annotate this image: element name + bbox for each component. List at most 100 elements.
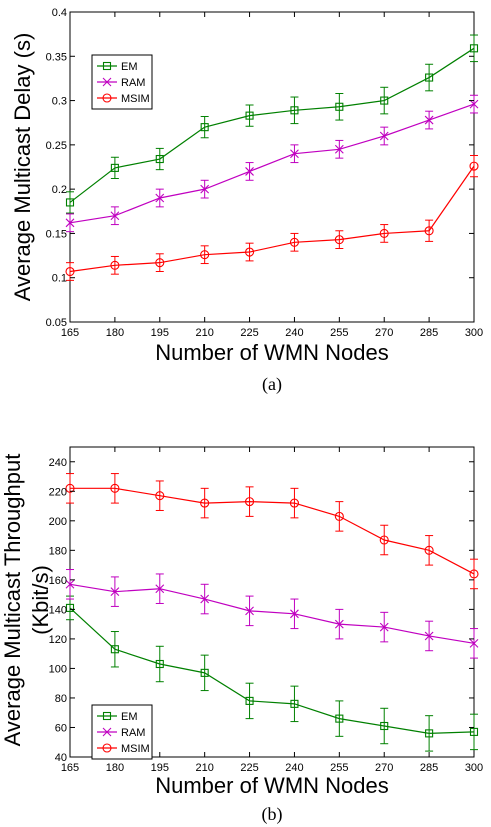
point-a-msim-7 [379, 228, 389, 238]
point-a-em-3 [200, 123, 209, 132]
x-tick-label-a-4: 225 [240, 327, 258, 339]
legend-entry-a-ram: RAM [97, 77, 145, 89]
point-b-ram-0-stroke2 [65, 579, 75, 589]
point-b-msim-1 [110, 483, 120, 493]
point-b-ram-6 [334, 619, 344, 629]
y-tick-label-b-2: 80 [55, 693, 67, 705]
series-line-a-em [69, 47, 475, 203]
point-b-ram-2-stroke2 [155, 584, 165, 594]
error-bar-b-msim-6 [335, 501, 344, 532]
error-bar-b-em-0 [66, 595, 74, 621]
error-bar-b-msim-4 [245, 486, 254, 517]
x-tick-label-a-2: 195 [151, 327, 169, 339]
point-a-ram-8-stroke2 [424, 115, 434, 125]
y-tick-label-b-1: 60 [55, 722, 67, 734]
legend-entry-a-em: EM [97, 61, 138, 73]
x-ticks-a: 165 180 195 210 225 240 255 270 285 300 [61, 12, 483, 339]
point-b-ram-1 [110, 587, 120, 597]
point-b-em-1 [110, 645, 119, 654]
error-bar-a-em-4 [245, 104, 254, 127]
point-a-em-0 [65, 198, 75, 207]
point-b-msim-7 [379, 535, 389, 545]
x-tick-label-b-9: 300 [465, 762, 483, 774]
legend-marker [102, 61, 112, 71]
legend-marker [102, 93, 112, 103]
error-bar-a-msim-6 [335, 230, 344, 249]
x-tick-label-a-9: 300 [465, 327, 483, 339]
y-axis-label-b: Average Multicast Throughput [0, 454, 25, 747]
point-a-msim-3 [200, 250, 210, 260]
y-tick-label-a-4: 0.25 [46, 140, 67, 152]
x-tick-label-b-0: 165 [61, 762, 79, 774]
error-bar-b-msim-0 [66, 473, 74, 504]
x-tick-label-a-0: 165 [61, 327, 79, 339]
x-axis-label-b: Number of WMN Nodes [155, 773, 389, 798]
y-axis-label2-b: (Kbit/s) [28, 565, 53, 635]
legend-label: RAM [121, 77, 145, 89]
legend-label: MSIM [121, 743, 150, 755]
error-bar-b-em-3 [200, 654, 209, 692]
point-a-ram-1-stroke2 [110, 211, 120, 221]
caption-a: (a) [262, 374, 282, 395]
point-b-em-9 [469, 727, 479, 736]
point-a-em-6 [335, 102, 344, 111]
point-b-em-7 [380, 721, 389, 731]
point-b-ram-9 [469, 638, 479, 648]
error-bar-b-msim-1 [110, 473, 119, 504]
point-a-msim-9 [469, 161, 479, 171]
error-bar-a-em-9 [470, 34, 478, 63]
y-tick-label-a-0: 0.05 [46, 317, 67, 329]
x-tick-label-a-1: 180 [106, 327, 124, 339]
y-tick-label-b-9: 220 [49, 486, 67, 498]
point-a-ram-5 [290, 149, 299, 159]
x-tick-label-a-8: 285 [420, 327, 438, 339]
x-tick-label-b-5: 240 [285, 762, 303, 774]
point-a-em-4 [245, 111, 254, 120]
y-tick-label-b-4: 120 [49, 634, 67, 646]
y-tick-label-b-10: 240 [49, 457, 67, 469]
error-bar-b-em-2 [155, 645, 164, 683]
error-bar-a-em-1 [110, 156, 119, 180]
point-b-msim-9 [469, 569, 479, 579]
error-bar-a-msim-7 [380, 224, 389, 243]
legend-label: MSIM [121, 93, 150, 105]
x-tick-label-a-6: 255 [330, 327, 348, 339]
point-a-ram-2 [155, 193, 165, 203]
error-bar-b-msim-7 [380, 524, 389, 556]
legend-a: EM RAM MSIM [91, 54, 153, 110]
legend-marker [102, 727, 112, 737]
point-b-em-2 [155, 659, 164, 669]
marks-a [65, 34, 479, 281]
x-tick-label-b-3: 210 [195, 762, 213, 774]
y-tick-label-b-6: 160 [49, 575, 67, 587]
error-bar-b-em-4 [245, 682, 254, 720]
series-a-em [65, 34, 479, 214]
y-tick-label-a-7: 0.4 [52, 7, 67, 19]
point-b-msim-2 [155, 491, 165, 501]
point-b-ram-5-stroke2 [290, 609, 299, 619]
point-b-ram-8 [424, 631, 434, 641]
error-bar-b-em-9 [470, 713, 478, 751]
y-tick-label-b-5: 140 [49, 604, 67, 616]
point-b-ram-8-stroke2 [424, 631, 434, 641]
point-b-em-5 [290, 699, 299, 708]
legend-marker [102, 711, 112, 721]
point-a-ram-2-stroke2 [155, 193, 165, 203]
y-tick-label-a-3: 0.2 [52, 184, 67, 196]
legend-b: EM RAM MSIM [91, 704, 153, 760]
caption-b: (b) [262, 804, 283, 825]
point-a-em-1 [110, 163, 119, 172]
error-bar-b-em-7 [380, 707, 389, 745]
error-bar-b-em-8 [425, 715, 434, 752]
point-b-ram-4-stroke2 [245, 606, 254, 616]
series-line-b-ram [69, 583, 475, 644]
point-a-ram-6-stroke2 [334, 144, 344, 154]
y-tick-label-b-7: 180 [49, 545, 67, 557]
point-a-ram-5-stroke2 [290, 149, 299, 159]
point-b-em-4 [245, 696, 254, 705]
y-ticks-b: 40 60 80 100 120 140 160 180 200 220 240 [49, 457, 474, 764]
point-a-ram-9 [469, 99, 479, 109]
error-bar-b-msim-3 [200, 487, 209, 519]
error-bar-b-em-5 [290, 685, 299, 723]
